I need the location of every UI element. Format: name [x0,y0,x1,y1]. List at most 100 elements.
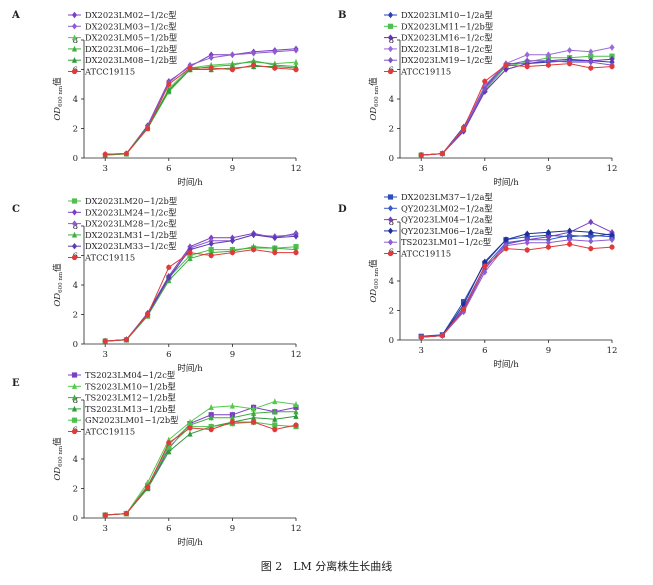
data-point [567,241,573,247]
data-point [588,65,594,71]
data-point [503,62,509,68]
data-point [482,268,488,276]
legend-label: TS2023LM13−1/2b型 [85,404,176,414]
data-point [166,81,172,87]
legend-label: ATCC19115 [400,67,451,77]
data-point [208,240,214,247]
legend-entry: TS2023LM04−1/2c型 [68,370,175,380]
y-tick-label: 2 [73,485,78,495]
y-tick-label: 2 [73,125,78,135]
series-line [421,243,613,338]
legend-entry: DX2023LM20−1/2b型 [68,196,177,206]
data-point [503,236,509,243]
data-point [588,48,594,55]
y-tick-label: 2 [389,125,394,135]
x-axis-title: 时间/h [493,177,519,188]
legend-label: QY2023LM04−1/2a型 [401,215,493,225]
data-point [229,402,235,409]
legend-marker [387,205,394,212]
y-axis-title: OD600 nm值 [368,259,380,303]
legend-label: GN2023LM01−1/2b型 [85,415,178,425]
data-point [229,414,235,421]
legend-label: DX2023LM05−1/2b型 [85,33,177,43]
legend-entry: ATCC19115 [68,253,135,263]
legend-label: DX2023LM37−1/2a型 [401,192,493,202]
legend-label: ATCC19115 [84,253,135,263]
data-point [272,415,278,422]
data-point [272,408,278,415]
legend-marker [71,45,78,52]
legend-marker [71,428,78,435]
data-point [293,58,299,65]
y-tick-label: 0 [73,340,78,350]
legend-label: DX2023LM16−1/2c型 [401,33,493,43]
x-tick-label: 6 [166,164,171,174]
legend-entry: DX2023LM28−1/2c型 [68,219,177,229]
y-axis-title-suffix: 值 [368,259,379,268]
y-tick-label: 2 [389,307,394,317]
x-tick-label: 6 [166,524,171,534]
data-point [145,484,151,490]
data-point [545,57,551,64]
data-point [229,249,235,256]
legend-label: ATCC19115 [84,67,135,77]
legend-marker [71,254,78,261]
legend-label: DX2023LM33−1/2c型 [85,241,177,251]
data-point [187,255,193,262]
data-point [293,422,299,428]
x-axis-title: 时间/h [493,359,519,370]
data-point [166,440,172,446]
data-point [251,247,257,253]
x-tick-label: 9 [230,350,235,360]
data-point [524,63,530,70]
x-tick-label: 6 [482,346,487,356]
legend-marker [387,34,394,41]
legend-entry: ATCC19115 [68,427,135,437]
legend-label: ATCC19115 [84,427,135,437]
data-point [418,334,424,340]
y-axis-title: OD600 nm值 [52,263,64,307]
data-point [251,414,257,421]
data-point [272,244,278,251]
panel-label: E [12,378,20,389]
data-point [482,78,488,84]
x-tick-label: 9 [546,346,551,356]
series-line [105,421,297,516]
legend-marker [71,417,78,423]
y-axis-title-suffix: 值 [368,77,379,86]
series-line [105,400,297,516]
data-point [482,258,488,266]
y-axis-title: OD600 nm值 [52,77,64,121]
legend-entry: TS2023LM01−1/2c型 [384,237,491,247]
legend-marker [387,216,394,223]
legend-marker [387,227,394,235]
legend-label: TS2023LM01−1/2c型 [401,237,491,247]
data-point [251,405,257,412]
x-tick-label: 12 [291,350,302,360]
y-axis-title-suffix: 值 [52,77,63,86]
legend-marker [387,57,394,64]
data-point [166,274,172,281]
legend-marker [71,243,78,250]
data-point [208,252,214,259]
y-tick-label: 2 [73,311,78,321]
data-point [609,232,615,239]
legend-marker [71,11,78,19]
legend-marker [387,250,394,257]
data-point [145,125,151,132]
y-axis-title-sub: 600 nm [374,267,380,289]
data-point [272,398,278,405]
data-point [461,125,467,132]
legend-label: QY2023LM06−1/2a型 [401,226,493,236]
data-point [588,237,594,245]
data-point [123,336,129,343]
legend-marker [71,405,78,412]
y-axis-title-main: OD [369,289,379,303]
series-line [105,66,297,156]
legend-entry: GN2023LM01−1/2b型 [68,415,178,425]
data-point [293,233,299,240]
data-point [166,444,172,450]
y-tick-label: 8 [73,222,78,232]
legend-marker [71,68,78,75]
